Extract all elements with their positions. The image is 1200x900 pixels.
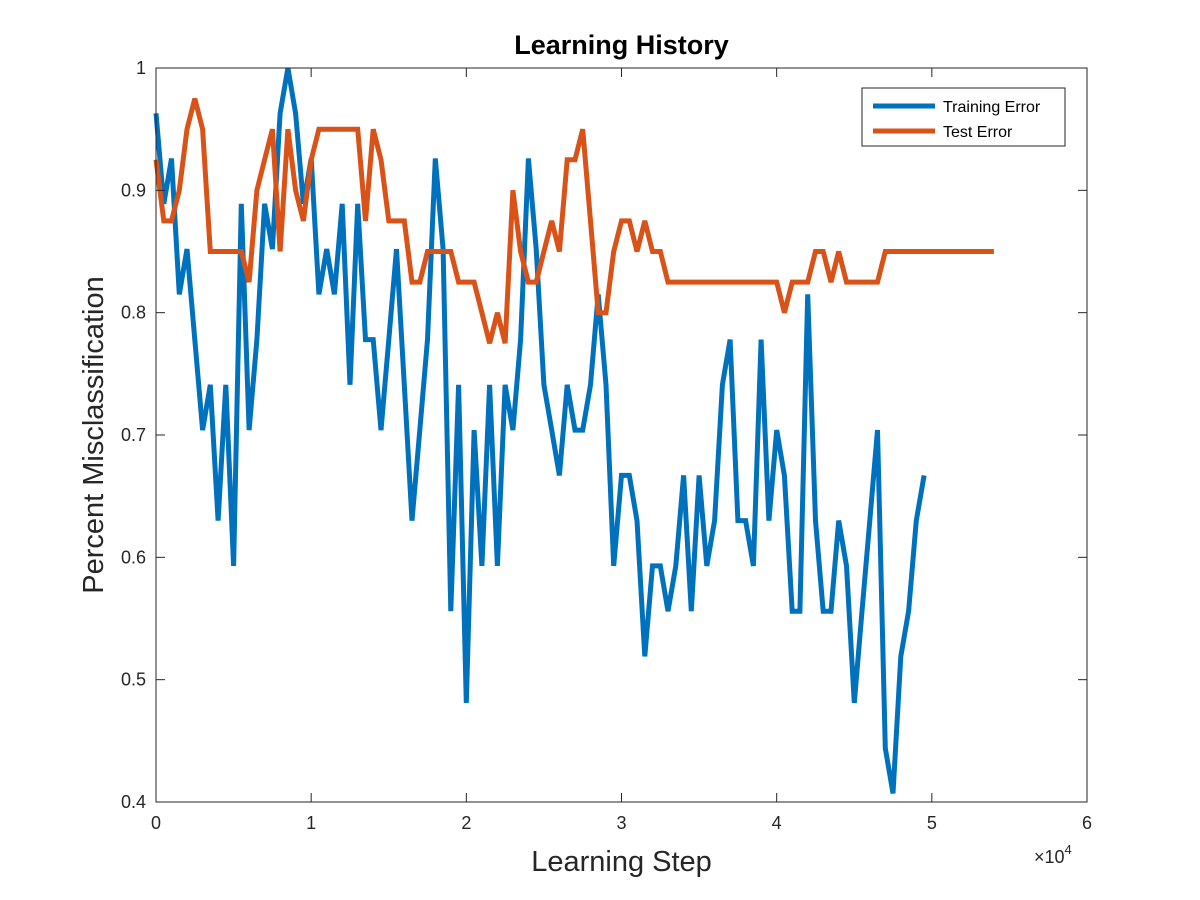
series-line-test-error [153,97,994,344]
legend-box [861,87,1066,147]
y-tick-label-5: 0.9 [121,180,146,200]
legend-label-training-error: Training Error [943,99,1041,116]
x-tick-label-6: 6 [1082,813,1092,833]
plot-area [153,67,1088,803]
x-tick-label-0: 0 [151,813,161,833]
x-exponent-power: 4 [1065,842,1072,857]
x-axis-label: Learning Step [531,846,712,878]
y-tick-label-1: 0.5 [121,670,146,690]
y-tick-label-2: 0.6 [121,547,146,567]
series-line-training-error [153,67,927,794]
x-tick-label-3: 3 [616,813,626,833]
x-exponent-base: ×10 [1034,847,1065,867]
chart-title: Learning History [514,30,729,60]
x-tick-label-5: 5 [927,813,937,833]
x-axis-ticks: 0 1 2 3 4 5 6 [151,68,1092,833]
legend: Training Error Test Error [861,87,1066,147]
y-tick-label-3: 0.7 [121,425,146,445]
y-axis-ticks: 0.4 0.5 0.6 0.7 0.8 0.9 1 [121,58,1087,812]
x-tick-label-4: 4 [772,813,782,833]
x-tick-label-1: 1 [306,813,316,833]
y-axis-label: Percent Misclassification [78,276,110,594]
x-tick-label-2: 2 [461,813,471,833]
y-tick-label-0: 0.4 [121,792,146,812]
legend-label-test-error: Test Error [943,124,1013,141]
x-exponent-label: ×104 [1034,842,1072,867]
y-tick-label-4: 0.8 [121,303,146,323]
y-tick-label-6: 1 [136,58,146,78]
series-layer [153,67,994,794]
